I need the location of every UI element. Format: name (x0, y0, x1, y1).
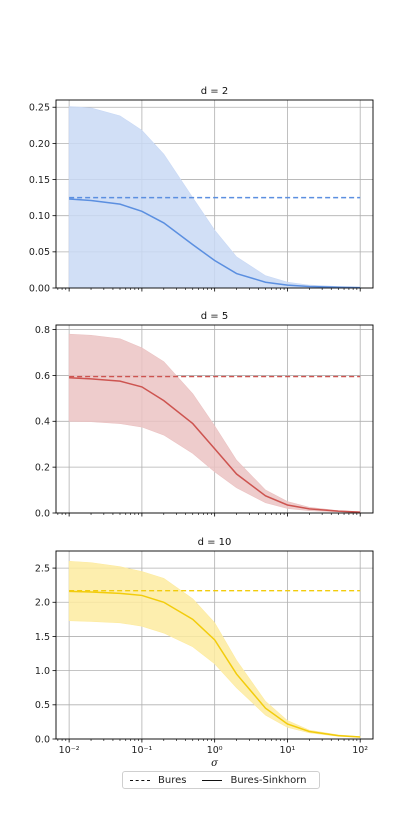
x-tick-label: 10⁻¹ (131, 745, 152, 756)
x-tick-label: 10¹ (279, 745, 295, 756)
y-tick-label: 0.15 (29, 175, 50, 186)
y-tick-label: 0.10 (29, 211, 50, 222)
panel-title: d = 5 (201, 311, 228, 322)
legend-item-bures: Bures (130, 775, 186, 786)
x-tick-label: 10⁰ (207, 745, 223, 756)
legend-solid-line-icon (202, 779, 223, 781)
y-tick-label: 1.0 (35, 666, 50, 677)
y-tick-label: 0.5 (35, 700, 50, 711)
y-tick-label: 1.5 (35, 632, 50, 643)
y-tick-label: 0.6 (35, 371, 50, 382)
panel-d2: 0.00 0.05 0.10 0.15 0.20 0.25 d = 2 (29, 86, 374, 294)
legend-label-bures-sinkhorn: Bures-Sinkhorn (230, 774, 307, 786)
y-tick-label: 0.0 (35, 734, 50, 745)
y-tick-label: 0.05 (29, 247, 50, 258)
legend-item-bures-sinkhorn: Bures-Sinkhorn (202, 774, 307, 786)
panel-title: d = 10 (198, 537, 232, 548)
y-tick-label: 0.4 (35, 417, 50, 428)
confidence-band (68, 560, 361, 738)
y-tick-label: 2.0 (35, 598, 50, 609)
y-tick-label: 0.8 (35, 325, 50, 336)
panel-d10: 0.0 0.5 1.0 1.5 2.0 2.5 d = 10 10⁻² 10⁻¹ 10⁰ 10¹ 10… (35, 537, 374, 769)
y-tick-label: 0.00 (29, 283, 50, 294)
panel-title: d = 2 (201, 86, 228, 97)
bures-sinkhorn-line (69, 376, 361, 513)
y-tick-label: 0.0 (35, 508, 50, 519)
legend: Bures Bures-Sinkhorn (122, 771, 320, 789)
panel-d5: 0.0 0.2 0.4 0.6 0.8 d = 5 (35, 311, 374, 519)
bures-sinkhorn-line (69, 590, 361, 738)
y-tick-label: 2.5 (35, 563, 50, 574)
x-tick-label: 10² (352, 745, 368, 756)
y-tick-label: 0.2 (35, 463, 50, 474)
confidence-band (68, 333, 361, 513)
legend-label-bures: Bures (158, 774, 187, 786)
y-tick-label: 0.25 (29, 103, 50, 114)
bures-sinkhorn-line (69, 198, 361, 289)
y-tick-label: 0.20 (29, 139, 50, 150)
x-axis-label: σ (211, 758, 219, 769)
x-tick-label: 10⁻² (59, 745, 80, 756)
legend-dashed-line-icon (130, 779, 150, 781)
